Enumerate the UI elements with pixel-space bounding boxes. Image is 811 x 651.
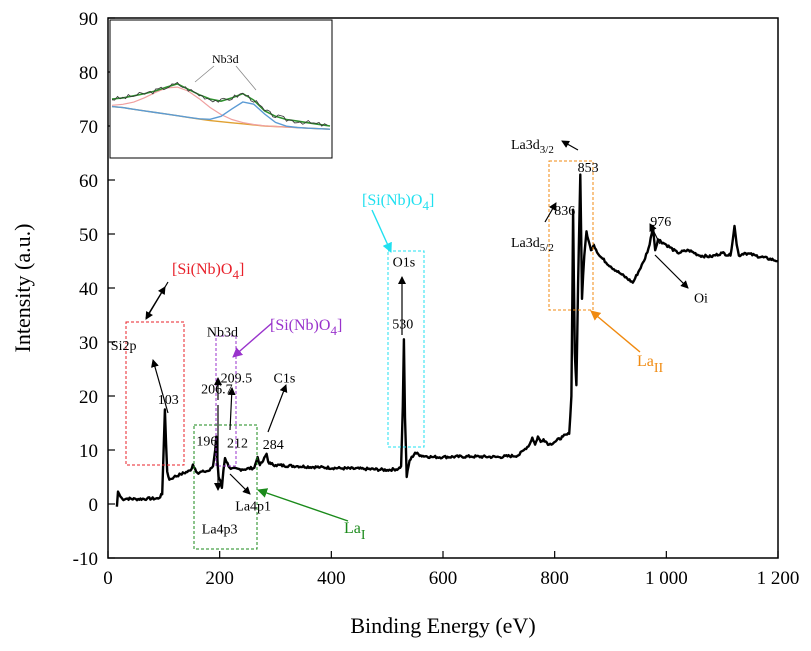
- x-tick-label: 400: [317, 568, 346, 589]
- orange-callout-arrow: [590, 310, 641, 353]
- peak-label: Nb3d: [207, 326, 238, 341]
- spectrum-line: [115, 173, 779, 507]
- y-tick-label: 60: [79, 171, 98, 192]
- inset-label: Nb3d: [212, 52, 239, 66]
- red-dashed-box: [125, 321, 185, 466]
- purple-dashed-box: [215, 335, 237, 467]
- inset-raw-data: [111, 81, 328, 127]
- y-tick-label: 0: [89, 495, 99, 516]
- peak-label: 209.5: [221, 372, 253, 387]
- y-tick-label: 80: [79, 63, 98, 84]
- y-tick-label: 20: [79, 387, 98, 408]
- y-tick-label: 40: [79, 279, 98, 300]
- purple-callout-arrow: [232, 322, 273, 358]
- peak-label: La4p3: [202, 523, 238, 538]
- inset-frame: [109, 19, 333, 159]
- green-callout: LaI: [344, 520, 366, 543]
- peak-label: C1s: [274, 372, 296, 387]
- inset-pointer-1: [194, 65, 215, 83]
- cyan-dashed-box: [387, 250, 425, 448]
- inset-envelope: [111, 83, 331, 127]
- x-tick-label: 1 200: [757, 568, 800, 589]
- peak-label: 976: [650, 215, 671, 230]
- y-tick-label: 50: [79, 225, 98, 246]
- x-tick-label: 600: [429, 568, 458, 589]
- black-arrows: [145, 140, 689, 495]
- peak-label: 206.7: [201, 382, 233, 397]
- peak-label: Si2p: [111, 339, 137, 354]
- x-axis-title: Binding Energy (eV): [350, 613, 535, 638]
- inset-pointer-2: [235, 65, 257, 91]
- peak-label: 212: [227, 436, 248, 451]
- peak-label: O1s: [393, 255, 416, 270]
- y-axis-ticks: -10 0 10 20 30 40 50 60 70 80 90: [73, 9, 115, 570]
- peak-label: 836: [554, 204, 575, 219]
- y-tick-label: 70: [79, 117, 98, 138]
- inset-nb3d: Nb3d: [109, 19, 333, 159]
- y-tick-label: -10: [73, 549, 98, 570]
- x-axis-ticks: 0 200 400 600 800 1 000 1 200: [103, 551, 799, 589]
- inset-component-2: [111, 101, 331, 130]
- peak-label: 530: [392, 318, 413, 333]
- x-tick-label: 200: [205, 568, 234, 589]
- peak-label: La4p1: [235, 499, 271, 514]
- x-tick-label: 1 000: [645, 568, 688, 589]
- y-tick-label: 30: [79, 333, 98, 354]
- x-tick-label: 800: [540, 568, 569, 589]
- cyan-callout: [Si(Nb)O4]: [362, 192, 434, 213]
- peak-label: 853: [578, 161, 599, 176]
- y-tick-label: 10: [79, 441, 98, 462]
- peak-label: 103: [158, 393, 179, 408]
- la3d52-label: La3d5/2: [511, 236, 554, 254]
- red-callout-arrow: [145, 281, 169, 320]
- la3d32-label: La3d3/2: [511, 138, 554, 156]
- y-axis-title: Intensity (a.u.): [10, 224, 35, 353]
- red-callout: [Si(Nb)O4]: [172, 261, 244, 282]
- purple-callout: [Si(Nb)O4]: [270, 317, 342, 338]
- green-callout-arrow: [257, 488, 349, 522]
- green-dashed-box: [193, 424, 258, 550]
- x-tick-label: 0: [103, 568, 113, 589]
- peak-label: Oi: [694, 292, 708, 307]
- peak-label: 284: [263, 438, 284, 453]
- orange-dashed-box: [548, 160, 594, 311]
- orange-callout: LaII: [637, 353, 664, 376]
- y-tick-label: 90: [79, 9, 98, 30]
- cyan-callout-arrow: [371, 209, 392, 253]
- peak-label: 196: [196, 435, 217, 450]
